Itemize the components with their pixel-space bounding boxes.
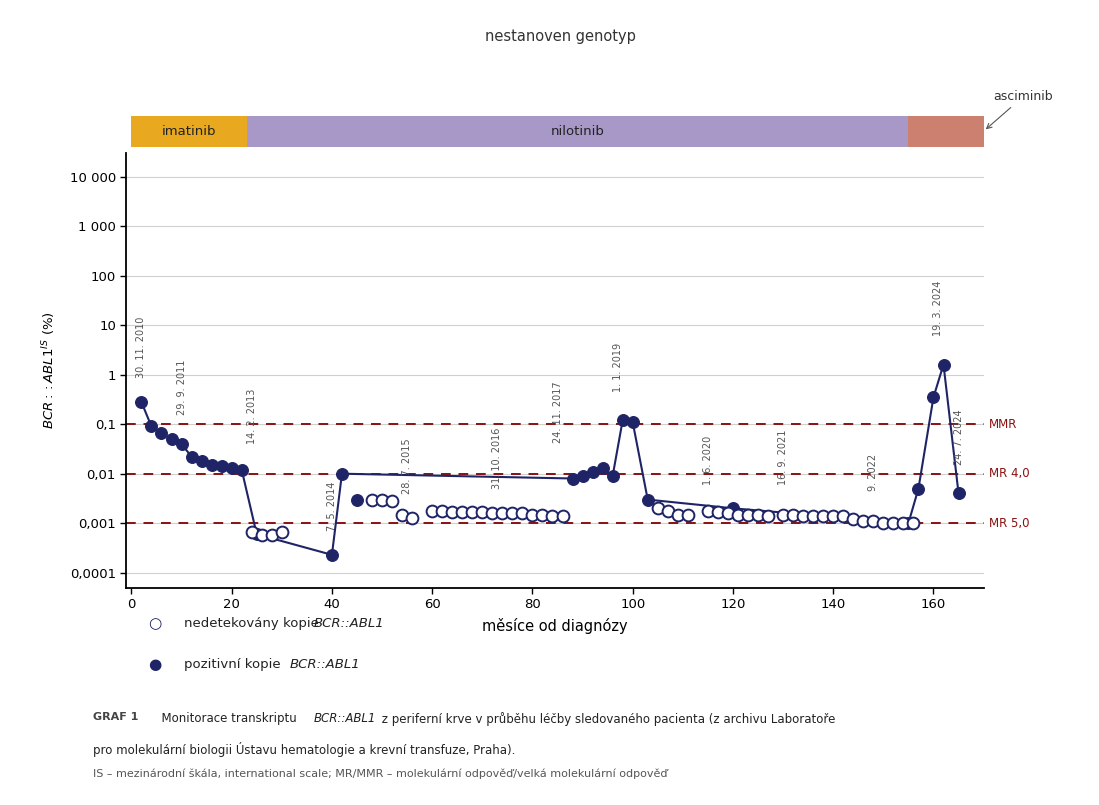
Text: nestanoven genotyp: nestanoven genotyp (485, 29, 636, 43)
Text: 7. 5. 2014: 7. 5. 2014 (326, 482, 337, 531)
Text: BCR::ABL1: BCR::ABL1 (313, 712, 376, 725)
Text: 29. 9. 2011: 29. 9. 2011 (177, 360, 187, 415)
Text: 30. 11. 2010: 30. 11. 2010 (136, 317, 146, 378)
Text: 14. 2. 2013: 14. 2. 2013 (246, 389, 257, 444)
Text: 16. 9. 2021: 16. 9. 2021 (778, 429, 788, 485)
Text: 24. 7. 2024: 24. 7. 2024 (954, 410, 964, 465)
Text: 1. 6. 2020: 1. 6. 2020 (703, 436, 713, 485)
Text: pro molekulární biologii Ústavu hematologie a krevní transfuze, Praha).: pro molekulární biologii Ústavu hematolo… (93, 742, 515, 758)
Text: MMR: MMR (989, 418, 1017, 431)
Text: pozitivní kopie: pozitivní kopie (184, 658, 285, 671)
Text: MR 5,0: MR 5,0 (989, 517, 1029, 530)
Text: GRAF 1: GRAF 1 (93, 712, 138, 722)
X-axis label: měsíce od diagnózy: měsíce od diagnózy (482, 618, 628, 634)
Text: 31. 10. 2016: 31. 10. 2016 (492, 428, 502, 489)
Text: 1. 1. 2019: 1. 1. 2019 (612, 343, 623, 392)
Text: Monitorace transkriptu: Monitorace transkriptu (154, 712, 300, 725)
Text: MR 4,0: MR 4,0 (989, 467, 1030, 481)
Text: ○: ○ (148, 617, 162, 631)
Text: 28. 7. 2015: 28. 7. 2015 (402, 439, 412, 494)
Text: BCR::ABL1: BCR::ABL1 (313, 617, 384, 630)
Text: BCR::ABL1: BCR::ABL1 (290, 658, 360, 671)
Text: ●: ● (148, 657, 162, 671)
Text: z periferní krve v průběhu léčby sledovaného pacienta (z archivu Laboratoře: z periferní krve v průběhu léčby sledova… (378, 712, 835, 726)
Text: $\mathit{BCR::ABL1}^{IS}$ (%): $\mathit{BCR::ABL1}^{IS}$ (%) (41, 312, 58, 429)
Text: 24. 11. 2017: 24. 11. 2017 (553, 382, 563, 443)
Text: IS – mezinárodní škála, international scale; MR/MMR – molekulární odpověď/velká : IS – mezinárodní škála, international sc… (93, 769, 668, 779)
Text: 9. 2022: 9. 2022 (868, 454, 878, 491)
Text: nedetekovány kopie: nedetekovány kopie (184, 617, 323, 630)
Text: 19. 3. 2024: 19. 3. 2024 (933, 281, 943, 336)
